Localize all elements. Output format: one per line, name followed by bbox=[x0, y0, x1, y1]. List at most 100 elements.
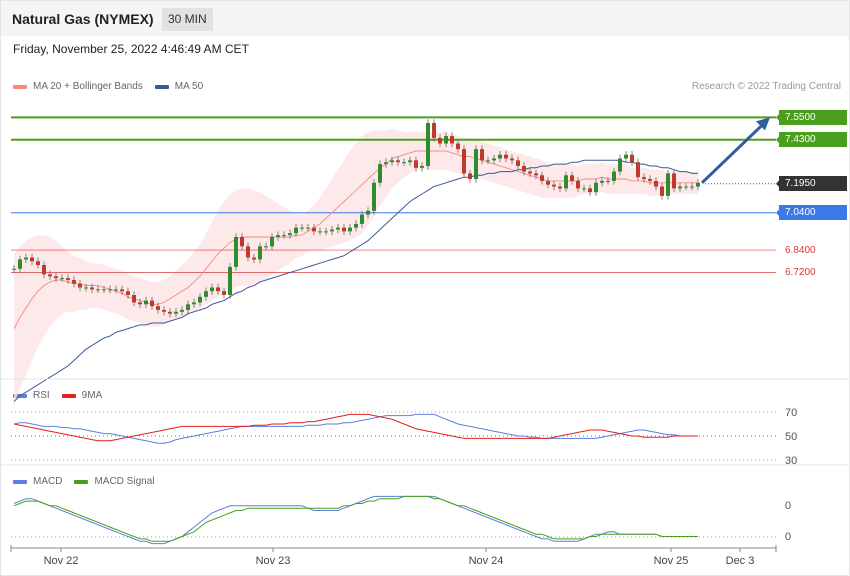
candle-body bbox=[582, 188, 586, 190]
candle-body bbox=[186, 304, 190, 310]
macd-swatch bbox=[13, 479, 27, 484]
candle-body bbox=[252, 257, 256, 260]
candle-body bbox=[618, 158, 622, 172]
candle-body bbox=[372, 182, 376, 211]
ma50-swatch bbox=[154, 84, 169, 89]
candle-body bbox=[612, 171, 616, 181]
candle-body bbox=[672, 173, 676, 189]
candle-body bbox=[288, 233, 292, 236]
rsi-tick-30: 30 bbox=[785, 455, 797, 467]
candle-body bbox=[264, 246, 268, 248]
candle-body bbox=[324, 231, 328, 233]
candle-body bbox=[666, 173, 670, 196]
candle-body bbox=[684, 186, 688, 188]
candle-body bbox=[462, 149, 466, 174]
ma20-swatch bbox=[13, 84, 27, 89]
candle-body bbox=[642, 177, 646, 180]
candle-body bbox=[600, 180, 604, 183]
candle-body bbox=[336, 227, 340, 230]
candle-body bbox=[522, 165, 526, 172]
bollinger-band bbox=[14, 128, 698, 404]
candle-body bbox=[198, 296, 202, 303]
candle-body bbox=[318, 231, 322, 233]
candle-body bbox=[630, 154, 634, 163]
rsi-ma-line bbox=[13, 413, 698, 442]
price-label-7.1950: 7.1950 bbox=[779, 176, 847, 192]
candle-body bbox=[282, 235, 286, 237]
candle-body bbox=[174, 311, 178, 314]
candle-body bbox=[90, 287, 94, 290]
candle-body bbox=[78, 283, 82, 288]
candle-body bbox=[360, 214, 364, 224]
candle-body bbox=[510, 158, 514, 161]
datetime-label: Friday, November 25, 2022 4:46:49 AM CET bbox=[13, 42, 249, 56]
candle-body bbox=[24, 257, 28, 260]
candle-body bbox=[366, 210, 370, 215]
candle-body bbox=[426, 122, 430, 166]
candle-body bbox=[306, 227, 310, 229]
rsi-tick-50: 50 bbox=[785, 431, 797, 443]
candle-body bbox=[216, 287, 220, 292]
candle-body bbox=[60, 278, 64, 280]
candle-body bbox=[240, 237, 244, 247]
candle-body bbox=[246, 246, 250, 258]
candle-body bbox=[144, 300, 148, 305]
candle-body bbox=[54, 276, 58, 279]
candle-body bbox=[120, 289, 124, 292]
candle-body bbox=[690, 186, 694, 188]
legend-macd: MACD bbox=[33, 476, 63, 487]
candle-body bbox=[564, 175, 568, 189]
candle-body bbox=[678, 186, 682, 189]
candle-body bbox=[402, 162, 406, 164]
candle-body bbox=[210, 287, 214, 292]
price-label-6.7200: 6.7200 bbox=[785, 267, 816, 279]
candle-body bbox=[312, 227, 316, 232]
candle-body bbox=[114, 289, 118, 291]
price-label-7.5500: 7.5500 bbox=[779, 109, 847, 125]
candle-body bbox=[438, 137, 442, 144]
macd-legend: MACD MACD Signal bbox=[13, 476, 154, 487]
candle-body bbox=[432, 122, 436, 138]
candle-body bbox=[594, 182, 598, 193]
macd-tick: 0 bbox=[785, 531, 791, 543]
candle-body bbox=[384, 162, 388, 165]
candle-body bbox=[576, 180, 580, 189]
candle-body bbox=[504, 154, 508, 159]
candle-body bbox=[72, 280, 76, 284]
candle-body bbox=[414, 160, 418, 168]
candle-body bbox=[450, 136, 454, 144]
x-tick-nov-25: Nov 25 bbox=[654, 555, 689, 567]
legend-rsi: RSI bbox=[33, 390, 50, 401]
candle-body bbox=[660, 186, 664, 196]
candle-body bbox=[48, 274, 52, 277]
candle-body bbox=[150, 300, 154, 307]
candle-body bbox=[558, 186, 562, 189]
candle-body bbox=[480, 149, 484, 161]
candle-body bbox=[30, 257, 34, 262]
forecast-arrow-line bbox=[700, 122, 766, 184]
candle-body bbox=[156, 306, 160, 310]
candle-body bbox=[654, 180, 658, 187]
candle-body bbox=[354, 223, 358, 228]
candle-body bbox=[222, 291, 226, 295]
x-tick-nov-22: Nov 22 bbox=[44, 555, 79, 567]
x-tick-nov-24: Nov 24 bbox=[469, 555, 504, 567]
candle-body bbox=[444, 136, 448, 144]
legend-rsi-ma: 9MA bbox=[81, 390, 103, 401]
candle-body bbox=[192, 302, 196, 305]
candle-body bbox=[234, 237, 238, 267]
timeframe-badge[interactable]: 30 MIN bbox=[162, 8, 213, 31]
candle-body bbox=[270, 237, 274, 247]
candle-body bbox=[162, 309, 166, 312]
price-label-7.4300: 7.4300 bbox=[779, 132, 847, 148]
candle-body bbox=[66, 278, 70, 280]
rsi-ma-swatch bbox=[61, 393, 76, 398]
legend-ma20: MA 20 + Bollinger Bands bbox=[33, 81, 143, 92]
candle-body bbox=[84, 287, 88, 289]
macd-signal-line bbox=[13, 495, 698, 542]
price-label-7.0400: 7.0400 bbox=[779, 205, 847, 221]
candle-body bbox=[228, 266, 232, 295]
candle-body bbox=[588, 188, 592, 193]
candle-body bbox=[468, 173, 472, 180]
